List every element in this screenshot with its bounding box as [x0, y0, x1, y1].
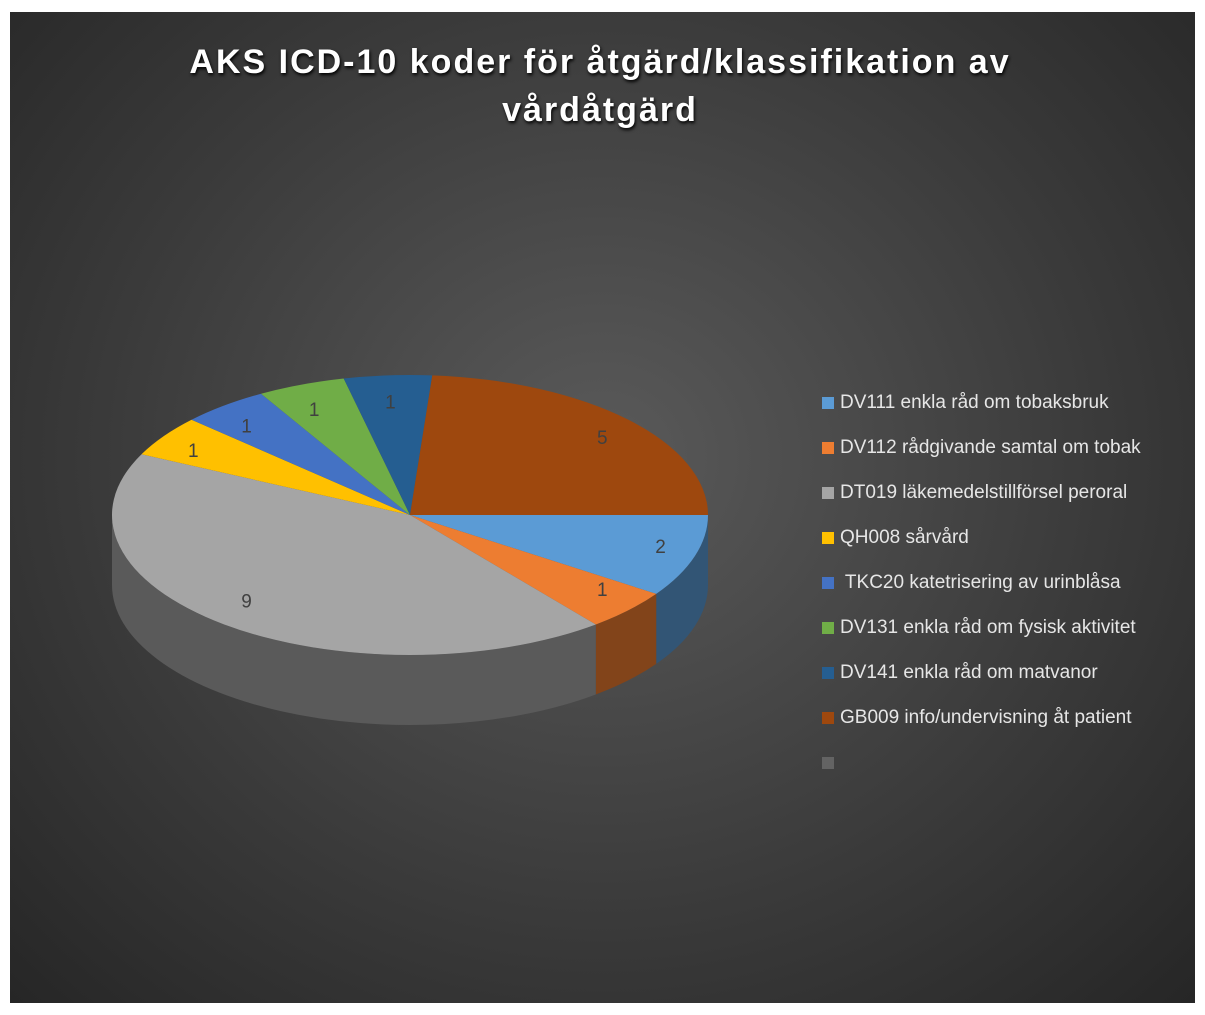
slice [111, 454, 596, 656]
legend-label: DT019 läkemedelstillförsel peroral [840, 482, 1127, 503]
slice [261, 378, 410, 515]
chart-title: AKS ICD-10 koder för åtgärd/klassifikati… [189, 43, 1011, 129]
legend-swatch [822, 712, 834, 724]
slice [141, 419, 410, 515]
value-label: 1 [188, 441, 199, 462]
legend-label: DV131 enkla råd om fysisk aktivitet [840, 617, 1136, 638]
legend-swatch [822, 622, 834, 634]
slice [410, 515, 708, 594]
value-label: 1 [241, 416, 252, 437]
value-label: 1 [597, 580, 608, 601]
value-label: 5 [597, 428, 608, 449]
legend-label: DV111 enkla råd om tobaksbruk [840, 392, 1109, 413]
value-label: 2 [655, 537, 666, 558]
legend-label: DV112 rådgivande samtal om tobak [840, 437, 1141, 458]
slice-side [656, 515, 708, 664]
legend-swatch [822, 442, 834, 454]
value-label: 1 [385, 392, 396, 413]
slice-side [595, 593, 657, 695]
slice-side [112, 515, 596, 726]
legend-label: DV141 enkla råd om matvanor [840, 662, 1098, 683]
legend-swatch [822, 667, 834, 679]
value-label: 1 [309, 400, 320, 421]
legend-swatch [822, 757, 834, 769]
slice [343, 375, 433, 515]
value-label: 9 [241, 592, 252, 613]
slice [410, 515, 657, 625]
legend-label: QH008 sårvård [840, 527, 969, 548]
legend-swatch [822, 532, 834, 544]
slice [410, 375, 708, 515]
legend-label: TKC20 katetrisering av urinblåsa [840, 572, 1121, 593]
legend-label: GB009 info/undervisning åt patient [840, 707, 1132, 728]
legend-swatch [822, 397, 834, 409]
legend-swatch [822, 577, 834, 589]
slice [191, 393, 410, 515]
legend-swatch [822, 487, 834, 499]
